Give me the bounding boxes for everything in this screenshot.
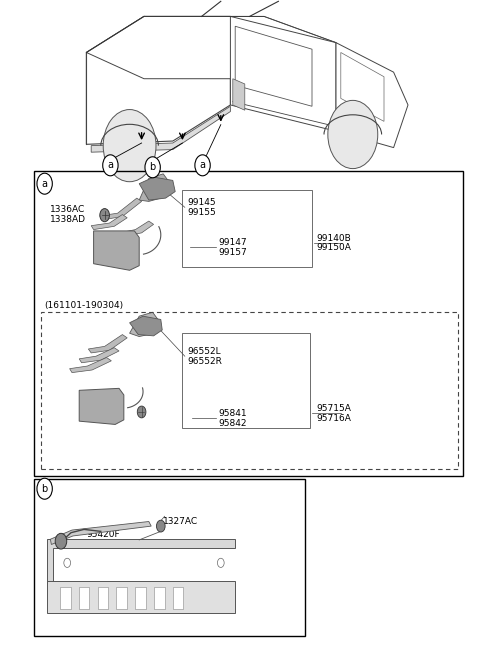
Polygon shape <box>130 316 162 336</box>
Polygon shape <box>130 312 159 337</box>
Polygon shape <box>91 106 230 152</box>
Text: 96552R: 96552R <box>187 357 222 366</box>
Polygon shape <box>341 52 384 121</box>
Circle shape <box>103 110 156 182</box>
Bar <box>97 587 108 609</box>
Polygon shape <box>79 388 124 424</box>
Bar <box>79 587 89 609</box>
Circle shape <box>156 520 165 532</box>
Polygon shape <box>70 358 111 373</box>
Text: 99145: 99145 <box>187 198 216 207</box>
Polygon shape <box>47 581 235 613</box>
Bar <box>116 587 127 609</box>
Text: 95715A: 95715A <box>317 404 352 413</box>
Text: b: b <box>41 483 48 494</box>
Text: 1338AD: 1338AD <box>50 215 86 224</box>
Polygon shape <box>336 43 408 148</box>
Text: a: a <box>108 160 113 171</box>
Polygon shape <box>50 522 151 544</box>
Polygon shape <box>235 26 312 106</box>
Circle shape <box>195 155 210 176</box>
Polygon shape <box>86 16 230 144</box>
Circle shape <box>217 558 224 567</box>
Circle shape <box>37 173 52 194</box>
Polygon shape <box>139 177 175 200</box>
Polygon shape <box>94 231 139 270</box>
Bar <box>154 587 165 609</box>
Circle shape <box>100 209 109 222</box>
Text: (161101-190304): (161101-190304) <box>44 301 123 310</box>
Bar <box>173 587 183 609</box>
Text: 99147: 99147 <box>218 238 247 247</box>
Circle shape <box>64 558 71 567</box>
Text: 99150A: 99150A <box>317 243 352 253</box>
Text: 95716A: 95716A <box>317 414 352 423</box>
Circle shape <box>55 533 67 549</box>
Circle shape <box>103 155 118 176</box>
Polygon shape <box>100 198 142 220</box>
Text: 99157: 99157 <box>218 248 247 257</box>
Text: 95842: 95842 <box>218 419 247 428</box>
Polygon shape <box>230 16 336 131</box>
Text: 96552L: 96552L <box>187 347 221 356</box>
Circle shape <box>328 100 378 169</box>
Text: 1336AC: 1336AC <box>50 205 85 215</box>
Polygon shape <box>79 348 119 363</box>
Text: 99155: 99155 <box>187 208 216 217</box>
Text: 95420F: 95420F <box>86 530 120 539</box>
Circle shape <box>137 406 146 418</box>
Text: a: a <box>200 160 205 171</box>
Polygon shape <box>139 174 170 201</box>
Circle shape <box>37 478 52 499</box>
Polygon shape <box>122 221 154 236</box>
Circle shape <box>145 157 160 178</box>
Text: 1327AC: 1327AC <box>163 517 198 526</box>
Bar <box>60 587 71 609</box>
Text: 95841: 95841 <box>218 409 247 418</box>
Polygon shape <box>91 215 127 230</box>
Text: a: a <box>42 178 48 189</box>
Polygon shape <box>233 79 245 110</box>
Bar <box>135 587 146 609</box>
Text: 99140B: 99140B <box>317 234 351 243</box>
Polygon shape <box>47 539 235 583</box>
Polygon shape <box>86 16 336 79</box>
Polygon shape <box>88 335 127 353</box>
Text: b: b <box>149 162 156 173</box>
